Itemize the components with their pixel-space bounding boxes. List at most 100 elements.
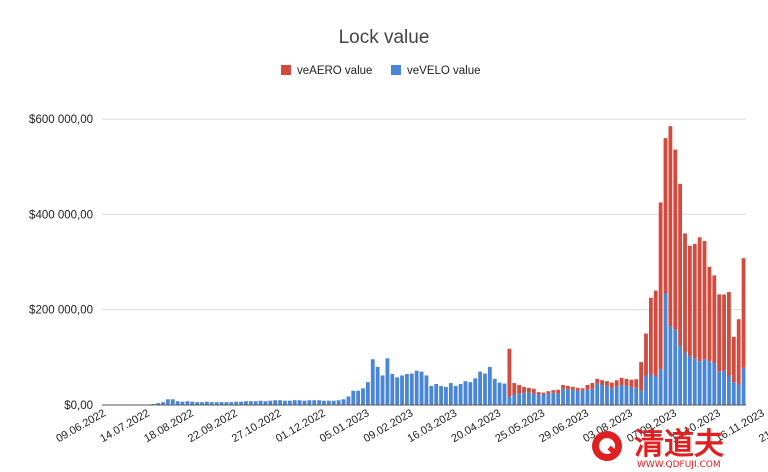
bar-veaero [614,380,619,387]
bar-vevelo [444,386,448,405]
bar-vevelo [492,378,497,405]
bar-veaero [517,384,522,394]
bar-vevelo [190,401,195,405]
bar-vevelo [687,356,692,405]
bar-veaero [536,392,541,395]
bar-vevelo [424,375,429,405]
bar-vevelo [541,394,546,405]
bar-vevelo [556,393,561,405]
bar-vevelo [478,371,483,405]
bar-vevelo [668,326,673,405]
chart-title: Lock value [339,27,430,48]
bar-vevelo [575,390,580,405]
bar-vevelo [468,382,473,406]
bar-veaero [692,243,697,359]
bar-vevelo [502,383,507,405]
bar-vevelo [692,358,697,405]
bar-vevelo [322,400,326,405]
bar-veaero [707,266,712,362]
bar-vevelo [487,366,492,406]
bar-vevelo [351,390,356,405]
bar-vevelo [531,393,536,405]
bar-vevelo [731,382,736,406]
bar-veaero [712,275,717,364]
bar-vevelo [224,402,229,405]
bar-veaero [507,348,512,397]
bar-vevelo [551,392,556,405]
bar-vevelo [283,400,287,405]
bar-vevelo [419,371,424,405]
bar-veaero [687,245,692,357]
bar-veaero [741,258,746,368]
bar-vevelo [302,400,307,405]
bar-vevelo [356,390,361,405]
bar-veaero [551,390,556,393]
bar-vevelo [258,400,263,405]
bar-veaero [600,380,604,385]
legend-label: veAERO value [297,65,372,77]
bar-vevelo [512,394,517,405]
bar-veaero [546,391,551,394]
bar-vevelo [317,400,322,405]
bar-vevelo [326,400,331,405]
bar-veaero [658,202,663,370]
bar-vevelo [361,388,365,405]
bar-vevelo [678,345,683,405]
bar-veaero [609,382,614,389]
bar-vevelo [614,386,619,405]
bar-veaero [644,333,648,376]
bar-vevelo [648,374,653,405]
bar-vevelo [683,352,687,405]
y-tick-label: $600 000,00 [29,114,93,126]
bar-veaero [697,237,702,362]
bar-vevelo [526,392,531,405]
bar-vevelo [239,401,243,405]
bar-vevelo [585,389,590,405]
legend: veAERO value veVELO value [281,65,481,77]
bar-vevelo [185,401,190,405]
bar-veaero [541,392,546,395]
y-axis-ticks: $0,00 $200 000,00 $400 000,00 $600 000,00 [29,114,93,412]
watermark-url: WWW.QDFUJI.COM [637,460,721,470]
bar-vevelo [273,400,278,405]
bar-vevelo [165,399,170,405]
bar-vevelo [653,376,658,405]
bar-veaero [653,290,658,377]
bar-vevelo [644,375,648,405]
y-tick-label: $200 000,00 [29,305,93,317]
bar-vevelo [619,384,624,405]
bar-vevelo [180,401,185,405]
bar-vevelo [600,384,604,405]
bar-veaero [634,379,639,388]
bar-veaero [522,386,526,393]
bar-vevelo [248,401,253,405]
bar-vevelo [253,401,258,405]
bar-vevelo [209,402,214,405]
bar-vevelo [414,370,419,405]
bar-vevelo [448,383,453,405]
bar-vevelo [736,384,741,405]
bar-veaero [727,292,731,376]
bar-vevelo [673,329,678,405]
bar-vevelo [234,401,239,405]
bar-veaero [575,387,580,391]
bar-vevelo [375,366,380,406]
y-tick-label: $0,00 [64,400,93,412]
bar-vevelo [297,400,302,405]
bar-vevelo [156,403,161,405]
bar-veaero [561,384,565,389]
bar-vevelo [580,390,585,405]
bar-vevelo [566,389,570,405]
bar-veaero [722,294,726,371]
bar-vevelo [546,393,551,405]
bar-vevelo [707,361,712,405]
bar-veaero [556,389,561,394]
bar-vevelo [453,385,458,405]
bar-vevelo [497,382,502,405]
bar-vevelo [204,401,209,405]
bar-vevelo [439,385,443,405]
bar-vevelo [473,378,478,405]
bar-vevelo [463,381,468,405]
bar-veaero [731,336,736,383]
bar-veaero [595,378,600,384]
